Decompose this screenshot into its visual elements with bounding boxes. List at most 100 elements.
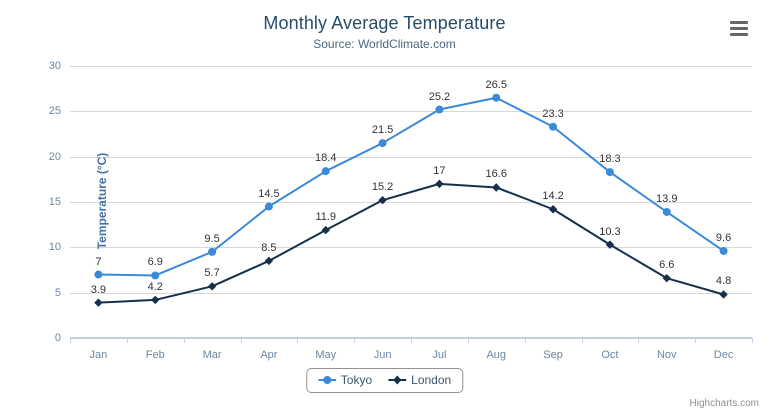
data-point-label: 4.2 — [147, 280, 163, 293]
data-point-marker[interactable] — [151, 271, 160, 280]
x-axis-tick — [297, 338, 299, 343]
data-point-marker[interactable] — [378, 139, 387, 148]
legend-item-tokyo[interactable]: Tokyo — [317, 373, 373, 387]
x-axis-tick-label: Dec — [713, 349, 734, 361]
x-axis-tick-label: May — [315, 349, 337, 361]
data-point-marker[interactable] — [662, 273, 671, 283]
gridline — [70, 111, 752, 113]
x-axis-tick — [467, 338, 469, 343]
circle-marker-icon — [317, 376, 336, 384]
x-axis-line — [70, 337, 752, 338]
series-line — [97, 182, 725, 304]
data-point-marker[interactable] — [605, 240, 615, 249]
x-axis-tick-label: Nov — [656, 349, 677, 361]
legend-item-label: Tokyo — [340, 373, 373, 387]
chart-subtitle: Source: WorldClimate.com — [313, 37, 456, 51]
y-axis-tick-label: 10 — [48, 241, 61, 254]
data-point-marker[interactable] — [208, 247, 217, 256]
x-axis-tick — [183, 338, 185, 343]
data-point-label: 18.3 — [599, 153, 621, 166]
y-axis-tick-label: 0 — [54, 332, 61, 344]
x-axis-tick-label: Oct — [601, 349, 619, 361]
y-axis-tick-label: 30 — [48, 60, 61, 72]
series-graphics — [94, 93, 728, 307]
context-menu-button[interactable] — [727, 17, 751, 39]
data-point-marker[interactable] — [321, 225, 330, 235]
data-point-label: 6.9 — [147, 256, 163, 269]
y-axis-tick-label: 5 — [54, 286, 61, 299]
credits-label[interactable]: Highcharts.com — [689, 398, 759, 409]
data-point-marker[interactable] — [264, 256, 274, 266]
data-point-label: 11.9 — [315, 211, 337, 224]
x-axis-tick — [126, 338, 128, 343]
data-point-marker[interactable] — [94, 270, 103, 279]
data-point-marker[interactable] — [492, 183, 501, 192]
data-point-marker[interactable] — [435, 105, 444, 114]
x-axis-tick-label: Sep — [543, 349, 563, 361]
gridline — [70, 247, 752, 249]
x-axis-tick — [70, 338, 71, 343]
data-point-marker[interactable] — [662, 207, 671, 216]
x-axis-tick — [240, 338, 242, 343]
x-axis-tick — [354, 338, 356, 343]
diamond-marker-icon — [388, 375, 407, 385]
legend-item-london[interactable]: London — [388, 373, 451, 387]
y-axis-tick-label: 25 — [48, 105, 61, 118]
x-axis-tick — [695, 338, 697, 343]
gridline — [70, 292, 752, 294]
data-point-marker[interactable] — [207, 282, 217, 291]
chart-title: Monthly Average Temperature — [263, 13, 506, 33]
x-axis-tick — [411, 338, 412, 343]
data-point-marker[interactable] — [719, 290, 728, 299]
data-point-label: 14.5 — [258, 187, 280, 200]
data-point-label: 13.9 — [656, 192, 678, 205]
x-axis-tick — [752, 338, 753, 343]
data-point-marker[interactable] — [94, 298, 103, 307]
gridline — [70, 202, 752, 203]
data-point-marker[interactable] — [605, 168, 614, 177]
data-point-marker[interactable] — [321, 167, 330, 176]
data-point-label: 26.5 — [485, 78, 507, 91]
x-axis-tick-label: Jan — [89, 349, 108, 361]
data-point-marker[interactable] — [435, 179, 444, 189]
x-axis-tick-label: Aug — [486, 349, 507, 361]
data-point-marker[interactable] — [719, 246, 728, 255]
data-point-label: 25.2 — [428, 90, 451, 103]
x-axis-tick-label: Jul — [432, 349, 447, 361]
data-point-marker[interactable] — [264, 202, 273, 211]
gridline — [70, 156, 752, 158]
chart-legend: Tokyo London — [305, 368, 464, 393]
x-axis-tick — [638, 338, 640, 343]
data-point-label: 23.3 — [542, 107, 564, 120]
data-point-marker[interactable] — [549, 122, 558, 131]
data-point-label: 8.5 — [261, 241, 277, 254]
data-point-marker[interactable] — [492, 93, 501, 102]
data-point-label: 9.6 — [715, 231, 732, 244]
data-point-label: 14.2 — [542, 190, 564, 203]
menu-icon-bar-bottom — [730, 32, 748, 36]
x-axis-tick-label: Jun — [373, 349, 392, 361]
menu-icon-bar-top — [730, 20, 748, 24]
x-axis-tick — [524, 338, 526, 343]
data-point-label: 18.4 — [315, 152, 337, 165]
plot-area: 0 5 10 15 20 25 30 Temperature (°C) Jan Feb Mar A… — [49, 60, 753, 361]
gridline — [70, 66, 752, 67]
data-point-label: 3.9 — [90, 283, 107, 296]
data-point-label: 10.3 — [599, 225, 621, 238]
data-point-label: 21.5 — [371, 124, 394, 137]
data-point-label: 5.7 — [204, 267, 220, 280]
data-point-marker[interactable] — [378, 195, 387, 205]
data-point-label: 16.6 — [485, 168, 507, 181]
y-axis-tick-label: 15 — [48, 196, 61, 208]
data-point-marker[interactable] — [151, 295, 160, 305]
x-axis-tick-label: Apr — [260, 349, 278, 361]
data-point-label: 17 — [433, 164, 446, 177]
y-axis-tick-label: 20 — [48, 150, 61, 163]
data-point-label: 9.5 — [204, 232, 220, 245]
x-axis-tick — [581, 338, 583, 343]
x-axis-tick-label: Feb — [145, 349, 165, 361]
data-point-label: 7 — [95, 255, 102, 268]
data-point-label: 6.6 — [659, 259, 675, 272]
data-point-label: 15.2 — [371, 181, 394, 194]
